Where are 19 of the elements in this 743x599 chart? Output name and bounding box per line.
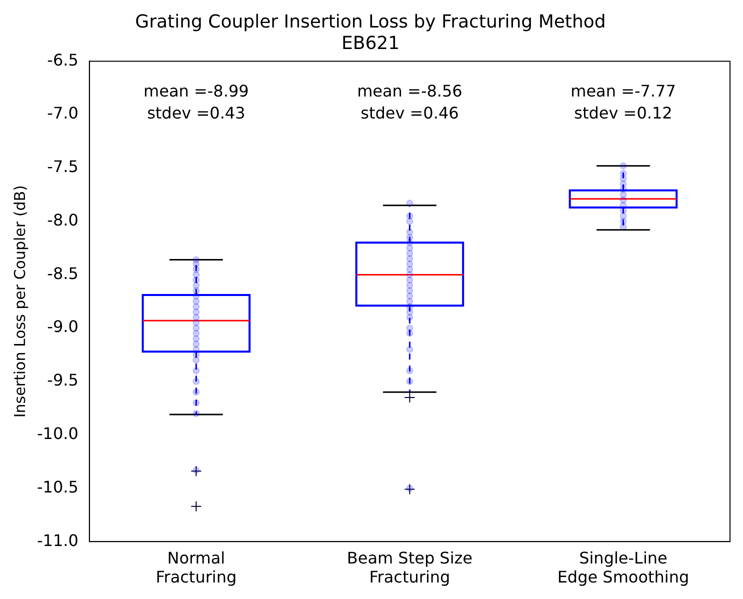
y-tick-label: -8.5 — [47, 264, 78, 283]
y-tick-label: -10.0 — [36, 424, 78, 443]
x-tick-label: Normal Fracturing — [156, 548, 237, 587]
y-tick-label: -6.5 — [47, 50, 78, 70]
y-tick-label: -10.5 — [36, 477, 78, 496]
annotation: mean =-8.56 stdev =0.46 — [357, 81, 462, 122]
annotation: mean =-8.99 stdev =0.43 — [144, 81, 249, 122]
y-tick-label: -7.5 — [47, 157, 78, 176]
chart-title: Grating Coupler Insertion Loss by Fracturing Method — [135, 11, 606, 32]
y-tick-label: -7.0 — [47, 104, 78, 123]
x-tick-label: Single-Line Edge Smoothing — [557, 548, 690, 587]
y-tick-label: -8.0 — [47, 210, 78, 230]
y-tick-label: -9.5 — [47, 370, 78, 390]
x-tick-label: Beam Step Size Fracturing — [346, 548, 473, 587]
annotation: mean =-7.77 stdev =0.12 — [570, 81, 676, 122]
y-tick-label: -9.0 — [47, 317, 78, 336]
chart-subtitle: EB621 — [341, 33, 400, 54]
y-axis-title: Insertion Loss per Coupler (dB) — [10, 185, 29, 418]
y-tick-label: -11.0 — [36, 530, 78, 550]
